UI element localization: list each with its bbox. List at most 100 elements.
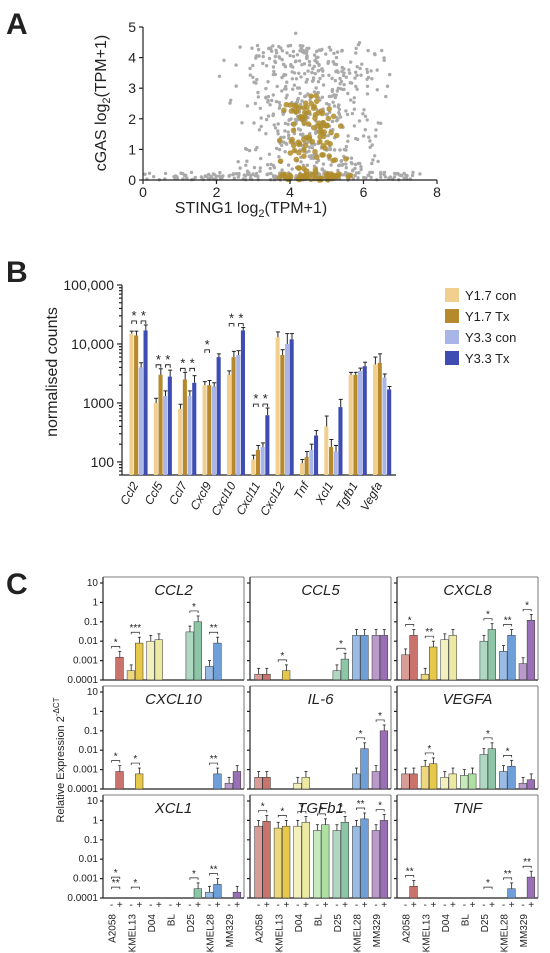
panel-b-category-label: Cxcl10	[208, 479, 239, 518]
panel-c-bar-MM329-plus	[379, 820, 389, 899]
scatter-point-grey	[273, 126, 278, 130]
panel-c-significance-bracket	[483, 886, 493, 890]
scatter-point-grey	[221, 174, 225, 178]
panel-c-significance-bracket	[111, 760, 121, 763]
panel-c-cell-line-label: A2058	[255, 914, 266, 943]
scatter-point-grey	[355, 87, 359, 92]
bar-Cxcl10-Y1.7-Tx	[231, 357, 236, 475]
scatter-point-grey	[243, 147, 248, 151]
panel-b-y-tick-label: 100,000	[63, 277, 114, 293]
scatter-point-highlight	[325, 176, 332, 182]
scatter-point-grey	[355, 73, 359, 78]
panel-c-significance-bracket	[209, 873, 219, 876]
scatter-point-highlight	[295, 165, 302, 171]
panel-c-cell-line-label: MM329	[519, 914, 530, 948]
scatter-point-grey	[298, 128, 303, 132]
scatter-point-grey	[347, 68, 351, 72]
panel-c-x-sign-plus: +	[470, 900, 476, 911]
bar-Tnf-Y3.3-con	[309, 449, 314, 475]
scatter-point-grey	[342, 82, 346, 87]
panel-c-bar-SKMEL13-plus	[135, 773, 144, 790]
scatter-point-grey	[359, 73, 363, 77]
scatter-point-grey	[143, 172, 147, 176]
scatter-point-grey	[268, 103, 272, 107]
scatter-point-grey	[272, 123, 276, 127]
panel-c-significance-bracket	[503, 624, 513, 627]
panel-c-significance-bracket	[130, 762, 140, 766]
scatter-point-grey	[352, 107, 357, 111]
scatter-point-grey	[281, 140, 286, 144]
scatter-point-grey	[301, 132, 305, 136]
panel-c-x-sign-plus: +	[264, 900, 270, 911]
panel-c-significance-star: *	[114, 637, 118, 648]
panel-c-bar-A2058-plus	[262, 777, 271, 790]
scatter-point-grey	[304, 80, 308, 84]
panel-c-bar-D04-minus	[440, 639, 449, 681]
panel-letter-a: A	[6, 8, 28, 41]
scatter-point-grey	[392, 175, 397, 179]
scatter-point-grey	[314, 86, 318, 90]
panel-c-bar-SKMEL13-minus	[273, 827, 283, 899]
scatter-point-grey	[317, 63, 321, 67]
panel-c-bar-SKMEL28-minus	[205, 891, 214, 899]
panel-b-significance-star: *	[132, 308, 137, 323]
panel-c-significance-bracket	[317, 813, 326, 816]
scatter-point-grey	[339, 79, 344, 84]
panel-c-bar-MM329-plus	[526, 876, 536, 899]
scatter-point-grey	[231, 172, 235, 176]
scatter-point-grey	[335, 69, 339, 73]
scatter-point-grey	[284, 96, 288, 100]
panel-c-significance-bracket	[522, 609, 532, 612]
scatter-point-grey	[280, 58, 284, 62]
scatter-point-grey	[272, 69, 276, 74]
scatter-point-highlight	[276, 137, 283, 144]
scatter-point-grey	[330, 76, 334, 81]
scatter-point-grey	[297, 86, 301, 90]
scatter-point-grey	[321, 83, 326, 87]
scatter-point-grey	[248, 73, 252, 77]
panel-c-y-tick-label: 0.0001	[67, 893, 98, 904]
panel-c-bar-SKMEL28-plus	[360, 748, 369, 790]
scatter-point-grey	[382, 58, 386, 62]
scatter-point-grey	[363, 114, 368, 119]
scatter-point-grey	[261, 54, 265, 59]
scatter-point-grey	[277, 147, 282, 152]
scatter-point-grey	[276, 132, 280, 136]
panel-b-significance-star: *	[205, 337, 210, 352]
scatter-point-highlight	[347, 172, 354, 179]
panel-c-y-tick-label: 1	[92, 706, 98, 717]
scatter-point-grey	[286, 163, 291, 167]
scatter-point-grey	[279, 46, 283, 50]
scatter-point-grey	[240, 121, 244, 125]
panel-c-gene-title: CCL5	[301, 582, 340, 599]
scatter-point-grey	[327, 45, 331, 49]
scatter-point-grey	[289, 62, 293, 67]
scatter-point-grey	[253, 148, 258, 152]
bar-Cxcl9-Y1.7-con	[202, 385, 207, 475]
scatter-point-grey	[255, 43, 260, 48]
bar-Tnf-Y3.3-Tx	[314, 435, 319, 475]
scatter-point-grey	[284, 87, 288, 91]
scatter-point-highlight	[316, 120, 323, 126]
panel-c-significance-star: *	[339, 639, 343, 650]
scatter-point-grey	[218, 170, 222, 175]
scatter-point-highlight	[308, 93, 314, 99]
scatter-point-grey	[354, 51, 358, 55]
scatter-point-highlight	[303, 168, 310, 174]
scatter-point-grey	[244, 163, 248, 167]
panel-c-significance-star: *	[192, 869, 196, 880]
scatter-point-grey	[266, 94, 271, 99]
panel-c-ylabel-main: Relative Expression 2	[55, 716, 67, 822]
panel-c-cell-line-label: D04	[441, 914, 452, 933]
panel-c-bar-BL-plus	[468, 773, 477, 790]
scatter-point-grey	[247, 148, 252, 153]
scatter-point-grey	[252, 80, 256, 84]
scatter-point-grey	[345, 112, 350, 117]
scatter-point-grey	[369, 69, 373, 73]
scatter-point-grey	[334, 93, 338, 97]
panel-c-x-sign-plus: +	[489, 900, 495, 911]
scatter-point-highlight	[312, 148, 318, 155]
panel-c-cell-line-label: SKMEL13	[421, 914, 432, 953]
scatter-point-highlight	[306, 136, 313, 142]
